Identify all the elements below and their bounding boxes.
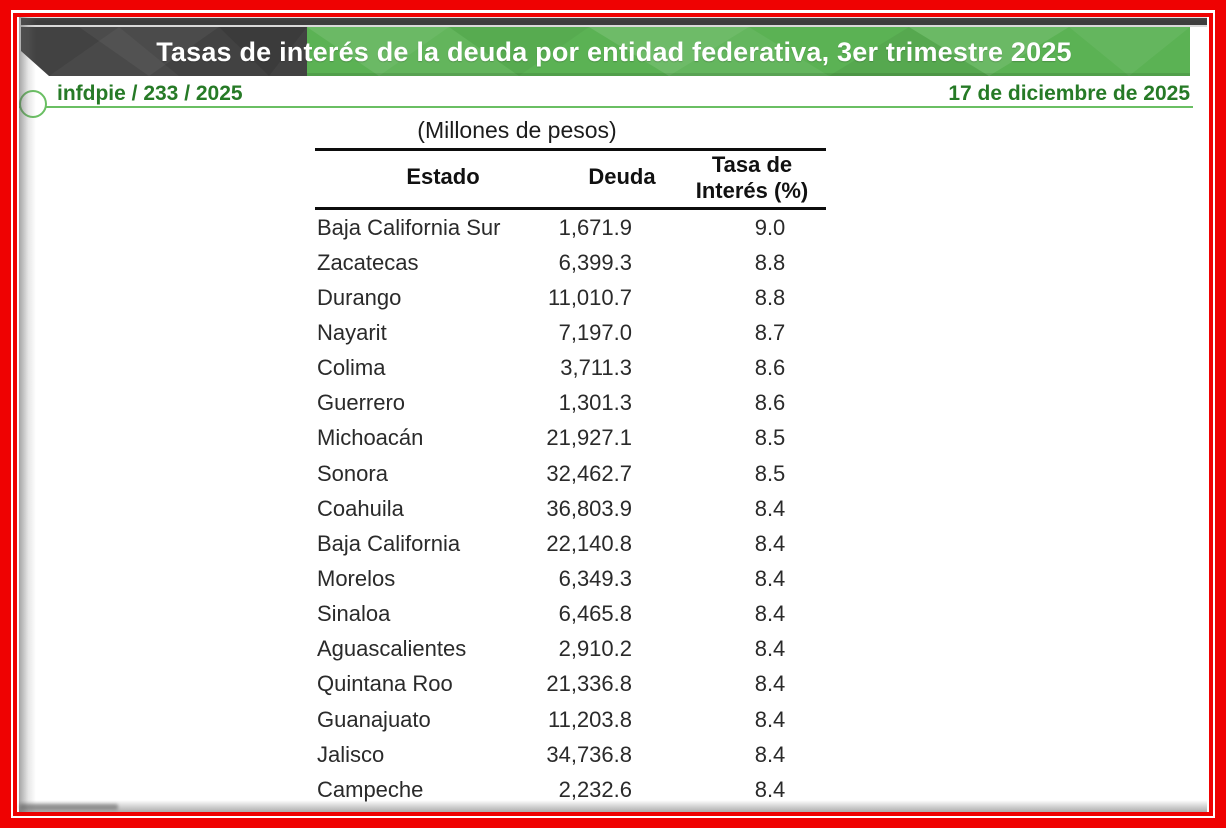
debt-cell: 11,203.8: [547, 706, 632, 732]
state-cell: Michoacán: [317, 425, 424, 451]
debt-cell: 3,711.3: [560, 355, 632, 381]
rate-cell: 8.7: [754, 319, 786, 345]
table-row: Coahuila 36,803.9 8.4: [315, 491, 826, 526]
debt-cell: 32,462.7: [546, 460, 632, 486]
col-header-deuda: Deuda: [588, 164, 656, 189]
document-date: 17 de diciembre de 2025: [948, 82, 1190, 105]
debt-cell: 6,399.3: [558, 249, 632, 275]
state-cell: Guerrero: [317, 390, 406, 416]
state-cell: Morelos: [317, 566, 396, 591]
table-row: Guanajuato 11,203.8 8.4: [315, 702, 826, 737]
table-row: Durango 11,010.7 8.8: [315, 280, 826, 315]
table-row: Jalisco 34,736.8 8.4: [315, 737, 826, 772]
table-row: Guerrero 1,301.3 8.6: [315, 385, 826, 420]
header-divider-line: [19, 106, 1193, 108]
state-cell: Durango: [317, 284, 402, 310]
table-row: Baja California 22,140.8 8.4: [315, 526, 826, 561]
page-title: Tasas de interés de la deuda por entidad…: [156, 37, 1072, 67]
cropped-footer-watermark: [20, 804, 118, 810]
state-cell: Zacatecas: [317, 249, 419, 275]
table-row: Nayarit 7,197.0 8.7: [315, 315, 826, 350]
debt-cell: 6,349.3: [558, 566, 632, 591]
state-cell: Aguascalientes: [317, 636, 467, 662]
debt-cell: 2,232.6: [558, 776, 632, 802]
table-row: Sonora 32,462.7 8.5: [315, 456, 826, 491]
table-row: Baja California Sur 1,671.9 9.0: [315, 210, 826, 245]
rate-cell: 8.4: [754, 530, 786, 556]
rate-cell: 8.6: [754, 355, 786, 381]
page-content: Tasas de interés de la deuda por entidad…: [19, 17, 1207, 812]
state-cell: Sinaloa: [317, 601, 391, 627]
rate-cell: 8.4: [754, 671, 786, 697]
debt-table: (Millones de pesos) Estado Deuda Tasa de…: [315, 17, 826, 812]
state-cell: Colima: [317, 355, 386, 381]
state-cell: Guanajuato: [317, 706, 431, 732]
col-header-tasa-line2: Interés (%): [695, 178, 809, 203]
debt-cell: 34,736.8: [546, 741, 632, 767]
debt-cell: 6,465.8: [558, 601, 632, 627]
table-row: Colima 3,711.3 8.6: [315, 350, 826, 385]
document-id: infdpie / 233 / 2025: [57, 82, 243, 105]
debt-cell: 1,301.3: [558, 390, 632, 416]
table-row: Quintana Roo 21,336.8 8.4: [315, 666, 826, 701]
rate-cell: 8.5: [754, 425, 786, 451]
debt-cell: 2,910.2: [558, 636, 632, 662]
table-row: Zacatecas 6,399.3 8.8: [315, 245, 826, 280]
table-row: Campeche 2,232.6 8.4: [315, 772, 826, 807]
title-banner: Tasas de interés de la deuda por entidad…: [19, 17, 1209, 77]
table-row: Aguascalientes 2,910.2 8.4: [315, 631, 826, 666]
divider-circle-ornament: [19, 90, 47, 118]
rate-cell: 8.8: [754, 249, 786, 275]
rate-cell: 8.4: [754, 776, 786, 802]
debt-cell: 1,671.9: [558, 214, 632, 240]
state-cell: Baja California: [317, 530, 461, 556]
rate-cell: 8.8: [754, 284, 786, 310]
col-header-estado: Estado: [406, 164, 480, 189]
debt-cell: 21,927.1: [546, 425, 632, 451]
state-cell: Quintana Roo: [317, 671, 453, 697]
table-row: Sinaloa 6,465.8 8.4: [315, 596, 826, 631]
banner-facets-graphic: [21, 18, 1207, 76]
debt-cell: 7,197.0: [558, 319, 632, 345]
debt-cell: 21,336.8: [546, 671, 632, 697]
inner-red-border: [13, 13, 1213, 816]
col-header-tasa-line1: Tasa de: [711, 152, 793, 177]
rate-cell: 8.4: [754, 566, 786, 591]
debt-cell: 22,140.8: [546, 530, 632, 556]
rate-cell: 8.5: [754, 460, 786, 486]
table-header-rule: [315, 207, 826, 210]
state-cell: Sonora: [317, 460, 388, 486]
state-cell: Jalisco: [317, 741, 385, 767]
state-cell: Campeche: [317, 776, 424, 802]
rate-cell: 8.4: [754, 706, 786, 732]
rate-cell: 8.4: [754, 636, 786, 662]
debt-cell: 11,010.7: [547, 284, 632, 310]
state-cell: Coahuila: [317, 495, 404, 521]
rate-cell: 8.6: [754, 390, 786, 416]
rate-cell: 8.4: [754, 741, 786, 767]
rate-cell: 8.4: [754, 601, 786, 627]
table-caption: (Millones de pesos): [417, 117, 617, 143]
state-cell: Nayarit: [317, 319, 387, 345]
rate-cell: 9.0: [754, 214, 786, 240]
table-row: Michoacán 21,927.1 8.5: [315, 420, 826, 455]
debt-cell: 36,803.9: [546, 495, 632, 521]
rate-cell: 8.4: [754, 495, 786, 521]
state-cell: Baja California Sur: [317, 214, 501, 240]
edge-shade-left: [19, 17, 36, 812]
table-row: Morelos 6,349.3 8.4: [315, 561, 826, 596]
table-top-rule: [315, 148, 826, 151]
